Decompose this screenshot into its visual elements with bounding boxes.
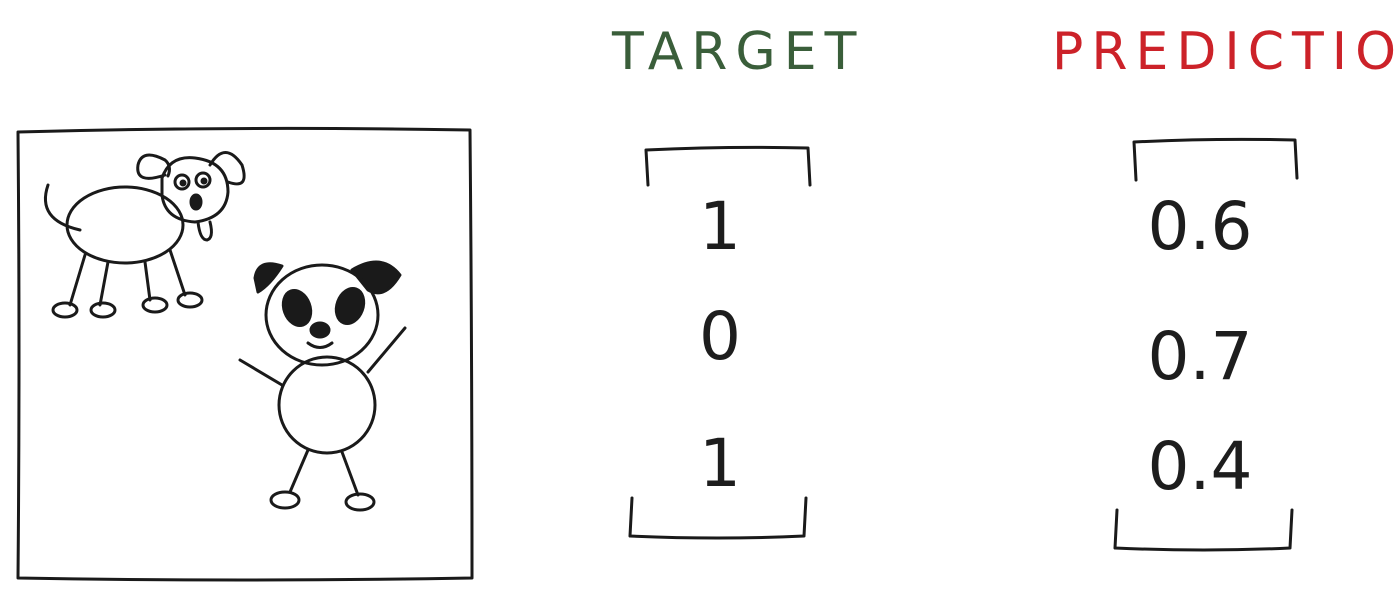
- panda-eye-patch-right: [334, 287, 366, 325]
- panda-ear-left: [253, 262, 284, 294]
- image-frame: [16, 126, 474, 582]
- dog-leg-2: [98, 260, 110, 307]
- dog-ear-left: [136, 153, 171, 180]
- prediction-bracket-bottom: [1113, 508, 1294, 552]
- target-value-2: 0: [699, 298, 741, 375]
- dog-head: [160, 156, 230, 224]
- panda-leg-right: [340, 450, 360, 497]
- dog-tail: [43, 183, 82, 232]
- prediction-value-3: 0.4: [1147, 428, 1253, 505]
- dog-eye-left: [173, 173, 191, 191]
- dog-leg-3: [143, 260, 152, 302]
- target-bracket-top: [644, 145, 812, 187]
- panda-nose: [309, 321, 331, 339]
- panda-arm-left: [238, 358, 284, 387]
- dog-leg-4: [168, 248, 187, 297]
- prediction-value-1: 0.6: [1147, 188, 1253, 265]
- panda-body: [277, 355, 377, 455]
- prediction-title: PREDICTION: [1052, 22, 1400, 82]
- dog-body: [65, 185, 185, 265]
- dog-ear-right: [208, 151, 246, 186]
- target-value-3: 1: [699, 425, 741, 502]
- panda-ear-right: [350, 260, 402, 295]
- panda-arm-right: [366, 326, 407, 374]
- panda-eye-patch-left: [281, 289, 313, 327]
- dog-eye-right: [194, 171, 212, 189]
- prediction-value-2: 0.7: [1147, 318, 1253, 395]
- panda-drawing: [238, 260, 407, 512]
- dog-drawing: [43, 151, 246, 319]
- panda-mouth: [306, 341, 334, 349]
- dog-leg-1: [68, 253, 87, 307]
- prediction-bracket-top: [1132, 137, 1299, 182]
- dog-tongue: [196, 220, 213, 242]
- target-title: TARGET: [612, 22, 865, 82]
- dog-nose: [189, 193, 203, 211]
- target-bracket-bottom: [628, 496, 808, 540]
- panda-head: [264, 263, 380, 367]
- target-value-1: 1: [699, 188, 741, 265]
- panda-leg-left: [288, 448, 310, 494]
